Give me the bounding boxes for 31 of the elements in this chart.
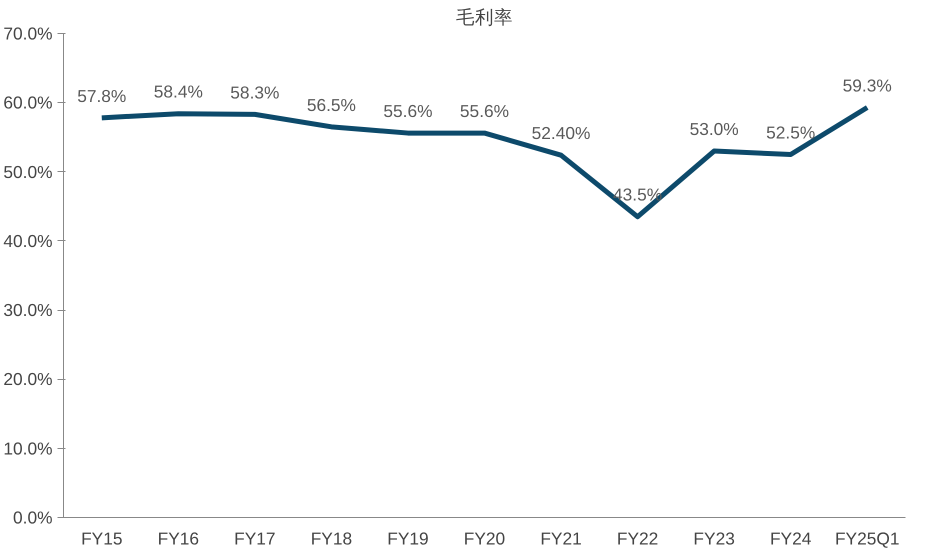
data-label: 55.6% — [460, 101, 510, 122]
data-label: 52.40% — [532, 123, 590, 144]
data-label: 53.0% — [690, 119, 739, 140]
x-tick-label: FY15 — [81, 528, 122, 548]
data-label: 52.5% — [766, 122, 816, 142]
data-label: 58.3% — [230, 82, 280, 102]
y-tick-label: 50.0% — [3, 162, 53, 182]
data-label: 57.8% — [77, 86, 126, 106]
y-tick-label: 20.0% — [3, 369, 53, 390]
data-label: 43.5% — [613, 184, 662, 205]
x-tick-label: FY22 — [616, 528, 658, 548]
y-tick-label: 70.0% — [3, 24, 53, 44]
data-label: 59.3% — [842, 75, 892, 96]
x-tick-label: FY21 — [540, 528, 582, 548]
data-label: 56.5% — [306, 94, 356, 115]
x-tick-label: FY19 — [387, 528, 429, 548]
y-tick-label: 10.0% — [3, 438, 53, 458]
data-label: 58.4% — [154, 82, 203, 102]
x-tick-label: FY18 — [310, 528, 352, 548]
y-tick-label: 40.0% — [3, 230, 53, 251]
chart-title: 毛利率 — [456, 6, 513, 28]
data-label: 55.6% — [383, 101, 433, 122]
x-tick-label: FY20 — [464, 528, 506, 548]
y-tick-label: 30.0% — [3, 300, 53, 320]
x-tick-label: FY25Q1 — [834, 528, 900, 548]
x-tick-label: FY23 — [693, 528, 735, 548]
x-tick-label: FY17 — [234, 528, 276, 548]
y-tick-label: 60.0% — [3, 92, 53, 113]
x-tick-label: FY16 — [158, 528, 200, 548]
y-tick-label: 0.0% — [13, 508, 53, 528]
x-tick-label: FY24 — [770, 528, 812, 548]
